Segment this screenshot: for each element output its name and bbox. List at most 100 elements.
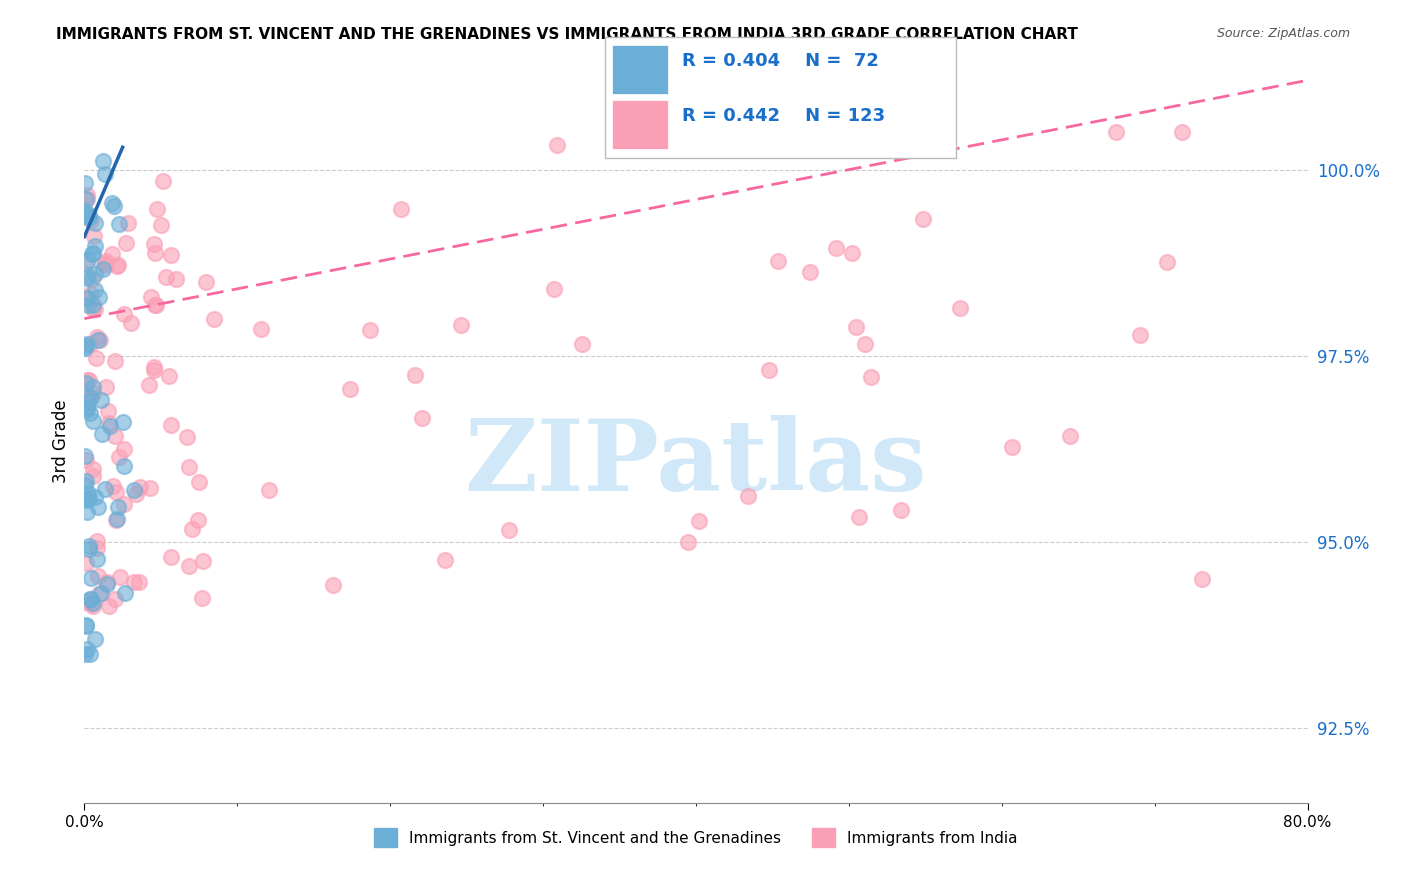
Point bbox=[758, 362, 780, 376]
Point bbox=[146, 202, 169, 217]
Point bbox=[890, 503, 912, 517]
Point bbox=[91, 261, 114, 276]
Point bbox=[922, 125, 945, 139]
Point bbox=[160, 550, 183, 565]
Point bbox=[105, 259, 128, 273]
Point bbox=[112, 459, 135, 474]
Point bbox=[179, 460, 201, 475]
Point bbox=[76, 642, 98, 657]
Point bbox=[79, 406, 101, 420]
Point bbox=[89, 334, 111, 348]
Point bbox=[98, 416, 121, 430]
Point bbox=[96, 574, 118, 589]
Point bbox=[108, 450, 131, 464]
Point bbox=[77, 395, 100, 409]
Point bbox=[152, 174, 174, 188]
Point bbox=[76, 253, 98, 268]
Point bbox=[82, 246, 104, 260]
Point bbox=[404, 368, 426, 382]
Point bbox=[87, 568, 110, 582]
Point bbox=[84, 351, 107, 365]
Point bbox=[191, 591, 214, 605]
Point bbox=[82, 380, 104, 394]
Point bbox=[79, 337, 101, 351]
Point bbox=[82, 599, 104, 614]
Point bbox=[433, 553, 456, 567]
Point bbox=[77, 542, 100, 557]
Point bbox=[111, 415, 134, 429]
Point bbox=[498, 523, 520, 537]
Point bbox=[912, 212, 935, 227]
Point bbox=[89, 290, 111, 304]
Point bbox=[138, 377, 160, 392]
Point bbox=[1059, 429, 1081, 443]
Point bbox=[107, 258, 129, 272]
Point bbox=[181, 522, 204, 536]
Point bbox=[96, 577, 118, 591]
Point bbox=[949, 301, 972, 316]
Point bbox=[82, 413, 104, 427]
Point bbox=[75, 192, 97, 206]
Point bbox=[76, 373, 98, 387]
Point bbox=[75, 618, 97, 632]
Point bbox=[83, 217, 105, 231]
Point bbox=[97, 404, 120, 418]
Point bbox=[142, 362, 165, 376]
Y-axis label: 3rd Grade: 3rd Grade bbox=[52, 400, 70, 483]
Point bbox=[91, 154, 114, 169]
Point bbox=[128, 480, 150, 494]
Point bbox=[89, 587, 111, 601]
Point bbox=[139, 290, 162, 304]
Point bbox=[83, 284, 105, 298]
Point bbox=[97, 599, 120, 613]
Point bbox=[82, 596, 104, 610]
Point bbox=[90, 586, 112, 600]
Point bbox=[768, 254, 790, 268]
Point bbox=[546, 138, 568, 153]
Point bbox=[94, 482, 117, 496]
Point bbox=[82, 462, 104, 476]
Point bbox=[79, 598, 101, 612]
Point bbox=[104, 485, 127, 500]
Point bbox=[93, 167, 115, 181]
Point bbox=[75, 478, 97, 492]
Point bbox=[191, 554, 214, 568]
Point bbox=[77, 292, 100, 306]
Point bbox=[160, 247, 183, 261]
Point bbox=[194, 276, 217, 290]
Point bbox=[91, 426, 114, 441]
Point bbox=[143, 298, 166, 312]
Point bbox=[84, 490, 107, 504]
Point bbox=[87, 333, 110, 347]
Point bbox=[76, 208, 98, 222]
Point bbox=[799, 264, 821, 278]
Point bbox=[159, 417, 181, 432]
Point bbox=[79, 647, 101, 661]
Point bbox=[389, 202, 412, 216]
Point bbox=[101, 479, 124, 493]
Point bbox=[143, 246, 166, 260]
Point bbox=[157, 368, 180, 383]
Point bbox=[110, 570, 132, 584]
Point bbox=[112, 442, 135, 457]
Point bbox=[115, 235, 138, 250]
Point bbox=[150, 218, 173, 232]
Point bbox=[86, 541, 108, 556]
Point bbox=[75, 595, 97, 609]
Point bbox=[139, 481, 162, 495]
Point bbox=[112, 497, 135, 511]
Point bbox=[75, 491, 97, 506]
Point bbox=[359, 323, 381, 337]
Point bbox=[83, 632, 105, 646]
Point bbox=[76, 192, 98, 206]
Point bbox=[75, 341, 97, 355]
Text: R = 0.442    N = 123: R = 0.442 N = 123 bbox=[682, 107, 884, 125]
Text: R = 0.404    N =  72: R = 0.404 N = 72 bbox=[682, 52, 879, 70]
Point bbox=[82, 302, 104, 317]
Point bbox=[86, 500, 108, 514]
Point bbox=[75, 255, 97, 269]
Point bbox=[188, 475, 211, 490]
Point bbox=[77, 391, 100, 405]
Text: Source: ZipAtlas.com: Source: ZipAtlas.com bbox=[1216, 27, 1350, 40]
Point bbox=[859, 370, 882, 384]
